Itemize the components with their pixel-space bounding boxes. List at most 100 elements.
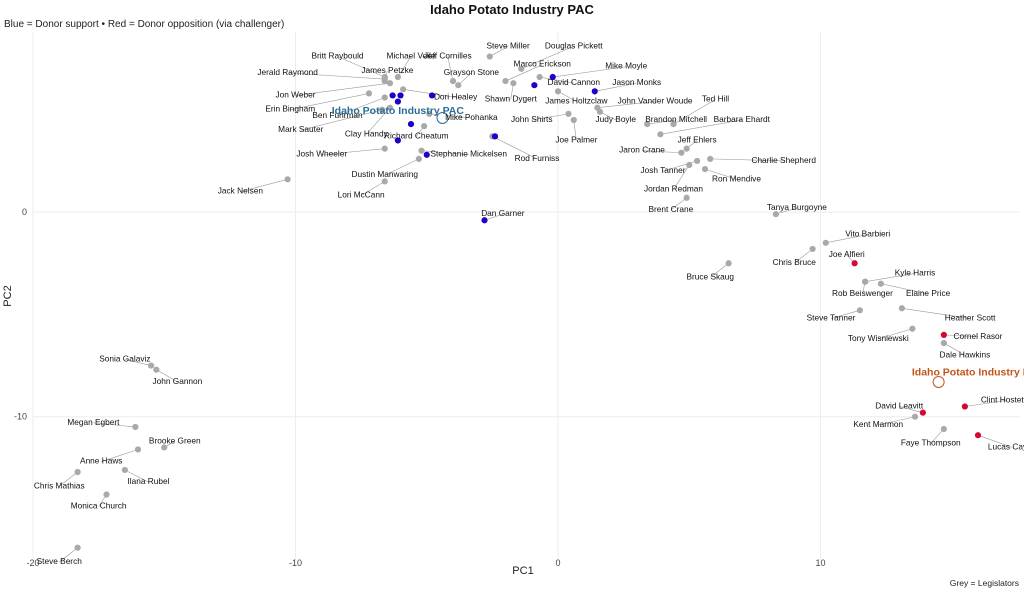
leader-line <box>794 248 813 264</box>
leader-line <box>59 471 78 487</box>
scatter-point-neutral <box>683 145 690 152</box>
x-axis-title: PC1 <box>512 565 533 577</box>
leader-line <box>641 150 682 154</box>
scatter-point-oppose <box>851 260 858 267</box>
leader-line <box>240 179 288 192</box>
point-label: Shawn Dygert <box>485 93 538 103</box>
point-label: Douglas Pickett <box>545 40 603 50</box>
leader-line <box>384 158 420 176</box>
leader-line <box>290 93 370 111</box>
point-label: Michael Veile <box>387 51 436 61</box>
scatter-point-neutral <box>809 245 816 253</box>
point-label: Mark Sauter <box>278 124 323 134</box>
point-label: Josh Wheeler <box>296 149 347 159</box>
scatter-point-support <box>394 98 401 105</box>
leader-line <box>594 82 637 92</box>
point-label: Brent Crane <box>649 204 694 214</box>
chart-subtitle: Blue = Donor support • Red = Donor oppos… <box>4 19 284 30</box>
leader-line <box>880 283 929 295</box>
leader-line <box>421 150 469 156</box>
scatter-point-neutral <box>153 366 160 373</box>
point-label: Brooke Green <box>149 435 201 445</box>
point-label: James Holtzclaw <box>545 96 608 106</box>
scatter-point-neutral <box>400 86 407 93</box>
leader-line <box>505 64 543 82</box>
point-label: Charlie Shepherd <box>751 155 816 165</box>
leader-line <box>662 160 698 172</box>
point-label: Barbara Ehardt <box>714 114 771 124</box>
x-tick-label: 0 <box>555 558 560 568</box>
point-label: Steve Berch <box>37 556 83 566</box>
scatter-point-neutral <box>510 80 517 87</box>
scatter-point-neutral <box>148 362 155 369</box>
scatter-point-neutral <box>418 147 425 154</box>
leader-line <box>977 434 1013 448</box>
chart-title: Idaho Potato Industry PAC <box>430 2 594 17</box>
point-label: Dale Hawkins <box>940 349 991 359</box>
leader-line <box>597 101 656 109</box>
scatter-point-neutral <box>134 446 142 453</box>
point-label: John Shirts <box>511 114 553 124</box>
point-label: Heather Scott <box>945 312 996 322</box>
pac-marker <box>436 111 449 124</box>
leader-line <box>865 273 916 282</box>
pac-label: Idaho Potato Industry PAC <box>332 105 465 117</box>
leader-line <box>557 91 577 102</box>
point-label: Jerald Raymond <box>257 67 318 77</box>
leader-line <box>552 66 627 78</box>
scatter-point-neutral <box>898 305 905 312</box>
point-label: Brandon Mitchell <box>645 114 707 124</box>
leader-line <box>360 181 385 196</box>
point-label: Lori McCann <box>338 190 385 200</box>
leader-line <box>337 56 385 78</box>
leader-line <box>300 109 383 131</box>
scatter-point-support <box>423 151 430 158</box>
leader-line <box>647 119 677 125</box>
scatter-point-neutral <box>862 278 869 285</box>
scatter-point-neutral <box>455 82 462 89</box>
leader-line <box>101 449 139 463</box>
leader-line <box>521 46 574 70</box>
point-label: Steve Miller <box>486 40 530 50</box>
point-label: Tanya Burgoyne <box>767 202 827 212</box>
point-label: Tony Wisniewski <box>848 333 909 343</box>
scatter-point-neutral <box>386 104 394 111</box>
leader-line <box>287 72 385 80</box>
point-label: Jeff Cornilles <box>424 51 472 61</box>
point-label: Jon Weber <box>276 89 316 99</box>
leader-line <box>673 164 690 190</box>
leader-line <box>673 99 716 125</box>
leader-line <box>531 113 569 121</box>
leader-line <box>429 113 472 119</box>
point-label: Anne Haws <box>80 456 122 466</box>
scatter-point-oppose <box>919 409 926 416</box>
point-label: Dori Healey <box>434 91 478 101</box>
point-label: Mike Moyle <box>605 61 647 71</box>
scatter-point-neutral <box>909 325 916 332</box>
scatter-point-support <box>394 137 401 144</box>
leader-line <box>403 89 456 98</box>
point-label: Marco Erickson <box>514 59 572 69</box>
point-label: Dustin Manwaring <box>352 169 419 179</box>
scatter-point-oppose <box>940 331 947 338</box>
scatter-point-support <box>407 120 415 128</box>
point-label: Bruce Skaug <box>686 272 734 282</box>
scatter-point-neutral <box>940 339 947 347</box>
point-label: Rod Furniss <box>515 153 560 163</box>
point-label: Jordan Redman <box>644 184 703 194</box>
scatter-point-neutral <box>725 260 732 267</box>
point-label: David Cannon <box>547 77 600 87</box>
scatter-point-neutral <box>670 120 677 128</box>
leader-line <box>366 107 391 135</box>
scatter-point-neutral <box>570 116 577 124</box>
point-label: Megan Egbert <box>67 417 120 427</box>
leader-line <box>447 56 454 82</box>
scatter-point-support <box>591 88 598 95</box>
scatter-point-neutral <box>161 444 168 451</box>
label-leader-lines <box>59 46 1013 563</box>
point-labels: Steve Miller Douglas Pickett Jeff Cornille… <box>34 40 1024 566</box>
point-label: Clint Hostetler <box>981 394 1024 404</box>
scatter-point-neutral <box>686 161 693 169</box>
leader-line <box>337 97 385 117</box>
scatter-point-neutral <box>911 413 919 420</box>
